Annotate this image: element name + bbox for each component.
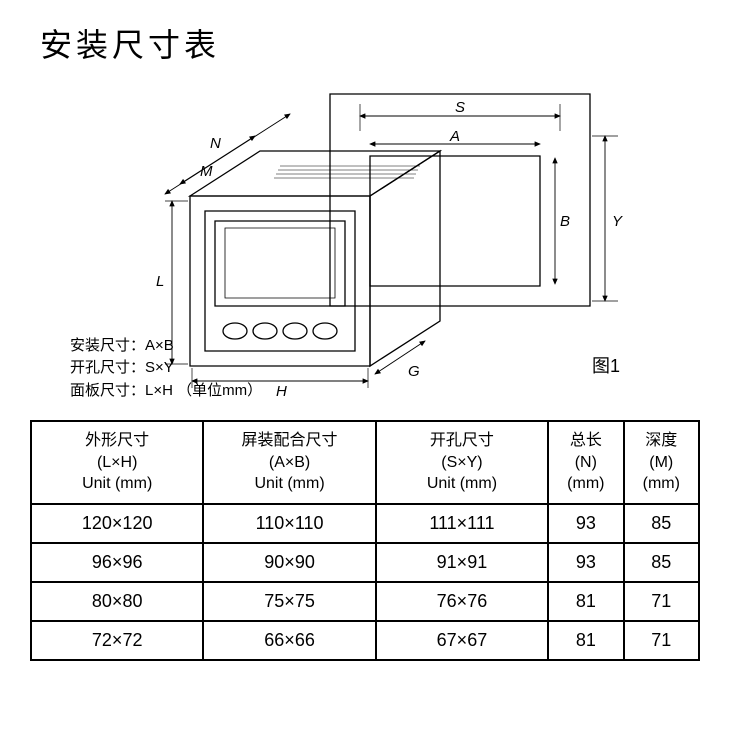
cell: 120×120 [31, 504, 203, 543]
figure-label: 图1 [592, 352, 620, 378]
cell: 66×66 [203, 621, 375, 660]
dim-label-y: Y [612, 213, 623, 230]
cell: 110×110 [203, 504, 375, 543]
cell: 91×91 [376, 543, 548, 582]
dim-label-g: G [408, 363, 420, 380]
cell: 90×90 [203, 543, 375, 582]
installation-diagram: S A B Y N M L H G 安装尺寸：A×B 开孔尺寸：S×Y 面板尺寸… [30, 76, 700, 396]
cell: 85 [624, 504, 699, 543]
header-n: 总长 (N) (mm) [548, 421, 623, 504]
header-lxh: 外形尺寸 (L×H) Unit (mm) [31, 421, 203, 504]
table-row: 120×120 110×110 111×111 93 85 [31, 504, 699, 543]
legend-line-1: 安装尺寸：A×B [70, 335, 262, 358]
dim-label-h: H [276, 383, 287, 396]
cell: 93 [548, 504, 623, 543]
cell: 96×96 [31, 543, 203, 582]
header-m: 深度 (M) (mm) [624, 421, 699, 504]
table-row: 72×72 66×66 67×67 81 71 [31, 621, 699, 660]
dimension-legend: 安装尺寸：A×B 开孔尺寸：S×Y 面板尺寸：L×H （单位mm） [70, 335, 262, 403]
cell: 80×80 [31, 582, 203, 621]
table-row: 80×80 75×75 76×76 81 71 [31, 582, 699, 621]
header-sxy: 开孔尺寸 (S×Y) Unit (mm) [376, 421, 548, 504]
dim-label-m: M [200, 163, 213, 180]
cell: 67×67 [376, 621, 548, 660]
table-row: 96×96 90×90 91×91 93 85 [31, 543, 699, 582]
table-header-row: 外形尺寸 (L×H) Unit (mm) 屏装配合尺寸 (A×B) Unit (… [31, 421, 699, 504]
cell: 76×76 [376, 582, 548, 621]
cell: 81 [548, 621, 623, 660]
cell: 81 [548, 582, 623, 621]
cell: 71 [624, 621, 699, 660]
cell: 85 [624, 543, 699, 582]
dim-label-s: S [455, 99, 465, 116]
page-title: 安装尺寸表 [40, 20, 700, 66]
cell: 93 [548, 543, 623, 582]
cell: 72×72 [31, 621, 203, 660]
legend-line-3: 面板尺寸：L×H （单位mm） [70, 380, 262, 403]
dim-label-a: A [449, 128, 460, 145]
header-axb: 屏装配合尺寸 (A×B) Unit (mm) [203, 421, 375, 504]
dim-label-b: B [560, 213, 570, 230]
cell: 75×75 [203, 582, 375, 621]
cell: 111×111 [376, 504, 548, 543]
dim-label-l: L [156, 273, 164, 290]
legend-line-2: 开孔尺寸：S×Y [70, 357, 262, 380]
dimensions-table: 外形尺寸 (L×H) Unit (mm) 屏装配合尺寸 (A×B) Unit (… [30, 420, 700, 661]
dim-label-n: N [210, 135, 221, 152]
cell: 71 [624, 582, 699, 621]
